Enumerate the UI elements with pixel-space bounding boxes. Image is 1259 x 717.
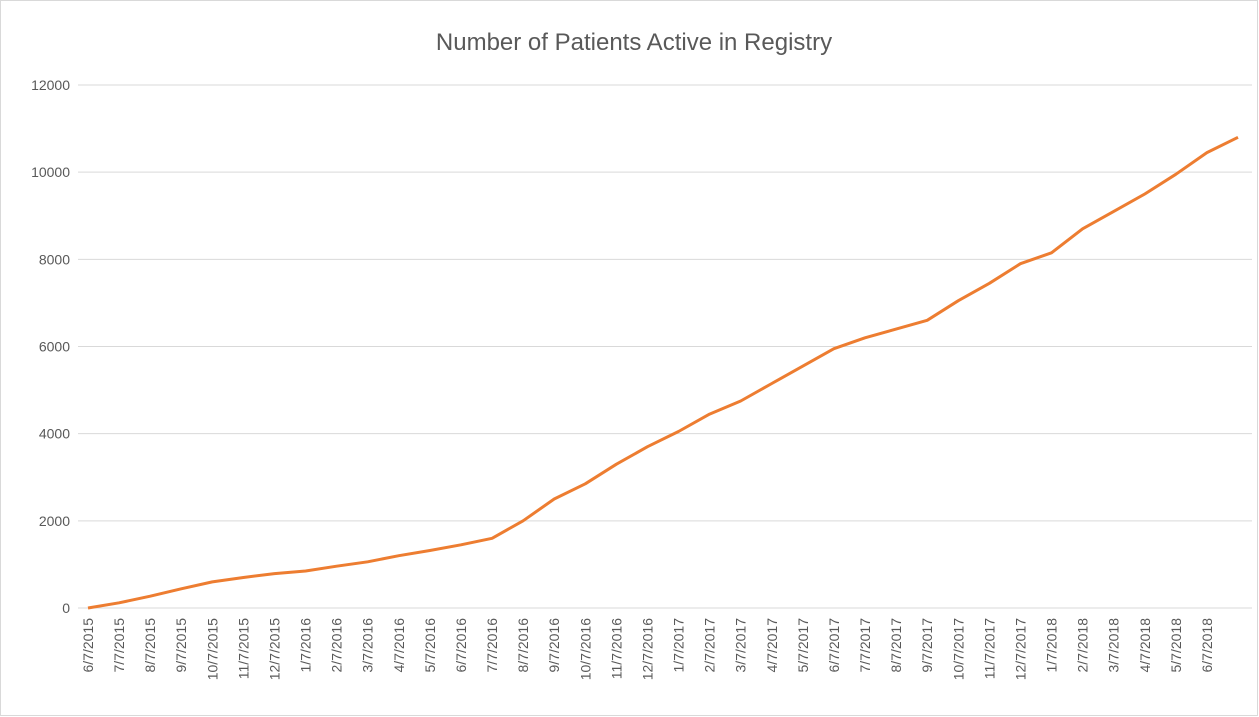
- x-tick-label: 5/7/2017: [795, 618, 811, 673]
- x-tick-label: 10/7/2015: [204, 618, 220, 680]
- x-tick-label: 12/7/2015: [266, 618, 282, 680]
- x-tick-label: 6/7/2016: [453, 618, 469, 673]
- x-tick-label: 3/7/2018: [1106, 618, 1122, 673]
- y-tick-label: 10000: [31, 164, 70, 180]
- x-tick-label: 10/7/2016: [577, 618, 593, 680]
- x-tick-label: 1/7/2017: [671, 618, 687, 673]
- chart-title: Number of Patients Active in Registry: [436, 29, 832, 56]
- x-tick-label: 8/7/2016: [515, 618, 531, 673]
- x-tick-label: 6/7/2017: [826, 618, 842, 673]
- x-tick-label: 4/7/2016: [391, 618, 407, 673]
- x-tick-label: 11/7/2017: [981, 618, 997, 679]
- x-tick-label: 12/7/2016: [639, 618, 655, 680]
- x-tick-label: 8/7/2017: [888, 618, 904, 673]
- y-tick-label: 2000: [39, 513, 70, 529]
- y-tick-label: 4000: [39, 426, 70, 442]
- x-tick-label: 1/7/2016: [298, 618, 314, 673]
- x-tick-label: 10/7/2017: [950, 618, 966, 680]
- x-tick-label: 6/7/2015: [80, 618, 96, 673]
- x-tick-label: 9/7/2016: [546, 618, 562, 673]
- x-tick-label: 9/7/2015: [173, 618, 189, 673]
- x-tick-label: 5/7/2018: [1168, 618, 1184, 673]
- y-tick-label: 0: [62, 600, 70, 616]
- x-tick-label: 4/7/2018: [1137, 618, 1153, 673]
- x-tick-label: 3/7/2017: [733, 618, 749, 673]
- x-tick-label: 1/7/2018: [1044, 618, 1060, 673]
- x-tick-label: 7/7/2017: [857, 618, 873, 673]
- x-tick-label: 8/7/2015: [142, 618, 158, 673]
- x-tick-label: 7/7/2016: [484, 618, 500, 673]
- y-tick-label: 12000: [31, 77, 70, 93]
- x-tick-label: 9/7/2017: [919, 618, 935, 673]
- x-tick-label: 2/7/2016: [329, 618, 345, 673]
- x-tick-label: 5/7/2016: [422, 618, 438, 673]
- x-tick-label: 2/7/2018: [1075, 618, 1091, 673]
- y-tick-label: 6000: [39, 339, 70, 355]
- x-tick-label: 4/7/2017: [764, 618, 780, 673]
- x-tick-label: 2/7/2017: [702, 618, 718, 673]
- data-line: [87, 135, 1239, 610]
- x-tick-label: 6/7/2018: [1199, 618, 1215, 673]
- x-tick-label: 7/7/2015: [111, 618, 127, 673]
- x-tick-label: 11/7/2016: [608, 618, 624, 679]
- x-tick-label: 11/7/2015: [235, 618, 251, 679]
- y-tick-label: 8000: [39, 251, 70, 267]
- x-tick-label: 3/7/2016: [360, 618, 376, 673]
- x-tick-label: 12/7/2017: [1012, 618, 1028, 680]
